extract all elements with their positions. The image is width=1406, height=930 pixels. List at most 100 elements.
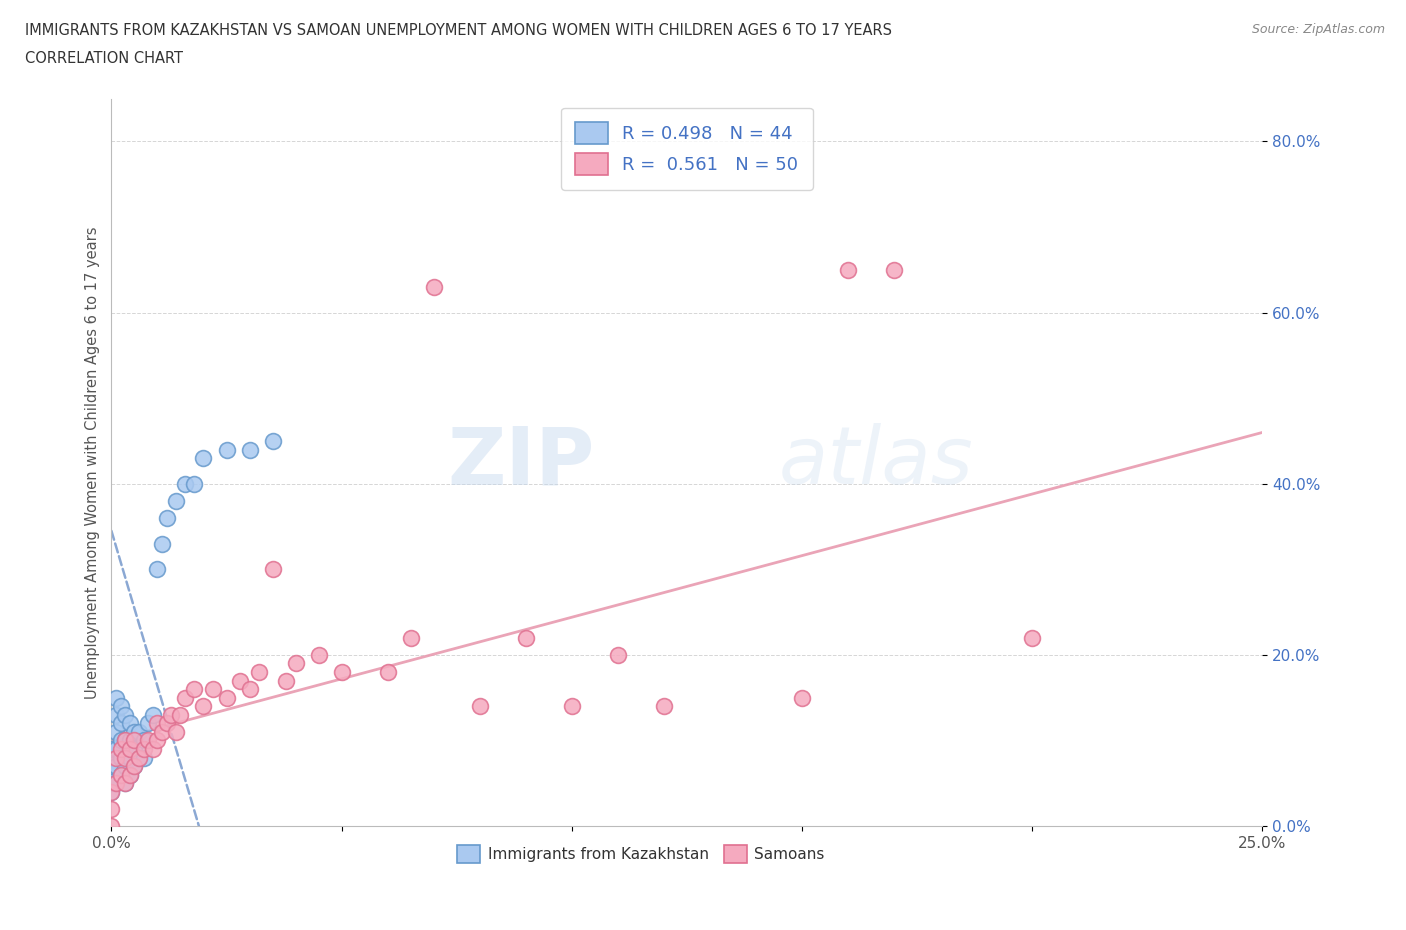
Point <box>105 776 128 790</box>
Point <box>606 647 628 662</box>
Point <box>110 767 132 782</box>
Point <box>165 494 187 509</box>
Point <box>114 708 136 723</box>
Point <box>262 562 284 577</box>
Point <box>114 733 136 748</box>
Point <box>561 698 583 713</box>
Point <box>105 690 128 705</box>
Point <box>114 776 136 790</box>
Text: ZIP: ZIP <box>447 423 595 501</box>
Point <box>193 698 215 713</box>
Point <box>308 647 330 662</box>
Point <box>105 741 128 756</box>
Point <box>1021 631 1043 645</box>
Point <box>330 665 353 680</box>
Point <box>150 724 173 739</box>
Point <box>201 682 224 697</box>
Y-axis label: Unemployment Among Women with Children Ages 6 to 17 years: Unemployment Among Women with Children A… <box>86 226 100 698</box>
Point <box>114 751 136 765</box>
Point <box>238 682 260 697</box>
Point <box>114 759 136 774</box>
Point <box>193 451 215 466</box>
Point <box>146 716 169 731</box>
Text: IMMIGRANTS FROM KAZAKHSTAN VS SAMOAN UNEMPLOYMENT AMONG WOMEN WITH CHILDREN AGES: IMMIGRANTS FROM KAZAKHSTAN VS SAMOAN UNE… <box>25 23 893 38</box>
Point <box>105 724 128 739</box>
Point <box>142 741 165 756</box>
Point <box>128 751 150 765</box>
Point <box>136 733 159 748</box>
Point <box>837 262 859 277</box>
Point <box>183 682 205 697</box>
Point <box>105 751 128 765</box>
Point <box>110 751 132 765</box>
Point <box>110 767 132 782</box>
Point <box>399 631 422 645</box>
Point <box>132 741 155 756</box>
Point <box>105 759 128 774</box>
Text: CORRELATION CHART: CORRELATION CHART <box>25 51 183 66</box>
Point <box>156 511 179 525</box>
Point <box>146 733 169 748</box>
Point <box>183 476 205 491</box>
Point <box>114 733 136 748</box>
Point <box>100 759 122 774</box>
Point <box>124 733 146 748</box>
Point <box>105 776 128 790</box>
Text: atlas: atlas <box>779 423 974 501</box>
Point <box>100 818 122 833</box>
Point <box>110 741 132 756</box>
Point <box>215 690 238 705</box>
Text: Source: ZipAtlas.com: Source: ZipAtlas.com <box>1251 23 1385 36</box>
Point <box>150 537 173 551</box>
Point <box>118 751 141 765</box>
Point <box>118 741 141 756</box>
Point <box>100 767 122 782</box>
Point <box>174 690 197 705</box>
Point <box>468 698 491 713</box>
Point <box>377 665 399 680</box>
Point <box>124 759 146 774</box>
Point <box>118 767 141 782</box>
Point <box>110 733 132 748</box>
Point <box>160 708 183 723</box>
Point <box>515 631 537 645</box>
Point <box>883 262 905 277</box>
Point <box>100 741 122 756</box>
Point <box>229 673 252 688</box>
Point <box>100 802 122 817</box>
Point <box>169 708 191 723</box>
Point <box>100 751 122 765</box>
Point <box>114 776 136 790</box>
Point <box>118 767 141 782</box>
Point <box>238 442 260 457</box>
Point <box>165 724 187 739</box>
Point <box>132 751 155 765</box>
Point <box>215 442 238 457</box>
Point <box>124 724 146 739</box>
Point <box>100 776 122 790</box>
Point <box>110 716 132 731</box>
Point <box>128 724 150 739</box>
Point <box>128 751 150 765</box>
Point <box>156 716 179 731</box>
Point <box>118 733 141 748</box>
Point <box>100 784 122 799</box>
Point <box>276 673 298 688</box>
Point <box>652 698 675 713</box>
Point <box>105 708 128 723</box>
Point <box>284 656 307 671</box>
Point <box>132 733 155 748</box>
Point <box>790 690 813 705</box>
Point <box>124 759 146 774</box>
Point <box>247 665 270 680</box>
Point <box>118 716 141 731</box>
Point <box>100 784 122 799</box>
Point <box>110 698 132 713</box>
Point <box>262 433 284 448</box>
Point <box>142 708 165 723</box>
Point <box>136 716 159 731</box>
Point <box>124 741 146 756</box>
Point <box>174 476 197 491</box>
Point <box>422 280 444 295</box>
Legend: Immigrants from Kazakhstan, Samoans: Immigrants from Kazakhstan, Samoans <box>451 839 831 870</box>
